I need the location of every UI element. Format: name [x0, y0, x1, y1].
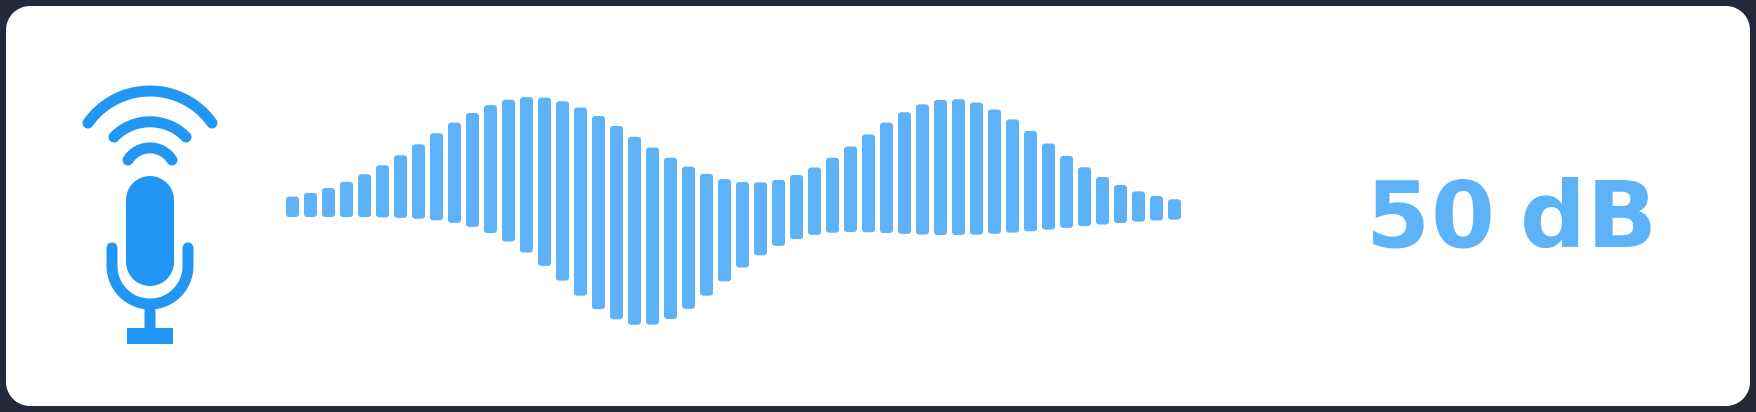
waveform-bar: [1060, 155, 1073, 228]
waveform-bar: [682, 166, 695, 309]
waveform-bar: [880, 122, 893, 233]
waveform-bar: [1096, 177, 1109, 225]
sound-level-value: 50: [1366, 162, 1497, 269]
waveform-bar: [484, 105, 497, 234]
waveform-bar: [340, 181, 353, 218]
waveform-bar: [826, 157, 839, 233]
podcast-microphone-icon: [76, 70, 236, 360]
waveform-bar: [772, 179, 785, 246]
sound-level-unit: dB: [1520, 162, 1659, 269]
waveform-bar: [574, 107, 587, 296]
waveform-bar: [700, 173, 713, 296]
waveform-bar: [1114, 185, 1127, 223]
waveform-bar: [1042, 143, 1055, 230]
mic-capsule: [126, 176, 174, 286]
waveform-bar: [628, 136, 641, 325]
waveform-bar: [808, 167, 821, 235]
waveform-bar: [646, 147, 659, 325]
sound-level-readout: 50 dB: [1366, 156, 1686, 276]
waveform-bar: [1150, 195, 1163, 221]
signal-arc-outer: [82, 85, 218, 129]
waveform-bar: [898, 112, 911, 234]
waveform-bar: [466, 112, 479, 227]
waveform-bar: [916, 104, 929, 235]
waveform-bar: [448, 122, 461, 223]
waveform-bar: [664, 157, 677, 320]
waveform-bar: [394, 155, 407, 218]
waveform-bar: [790, 175, 803, 240]
waveform-bar: [862, 134, 875, 233]
waveform-bar: [502, 99, 515, 242]
waveform-bar: [970, 102, 983, 235]
waveform-bar: [304, 192, 317, 218]
waveform-bar: [430, 133, 443, 221]
waveform-bar: [322, 188, 335, 218]
waveform-bar: [610, 125, 623, 320]
waveform-bar: [376, 165, 389, 218]
waveform-bar: [592, 115, 605, 310]
mic-base: [127, 328, 173, 344]
waveform-bar: [1006, 119, 1019, 233]
waveform-bar: [538, 97, 551, 266]
waveform-bar: [754, 182, 767, 256]
waveform-bar: [286, 196, 299, 218]
waveform-bar: [556, 101, 569, 281]
signal-arc-middle: [108, 116, 192, 143]
waveform-bar: [1132, 191, 1145, 222]
waveform-bar: [1078, 167, 1091, 227]
waveform-bar: [934, 99, 947, 235]
waveform-bar: [952, 99, 965, 236]
waveform-bar: [1024, 131, 1037, 232]
waveform-bar: [736, 181, 749, 268]
waveform-bar: [718, 179, 731, 282]
waveform-bar: [358, 174, 371, 218]
sound-level-card: 50 dB: [6, 6, 1750, 406]
signal-arc-inner: [122, 142, 178, 166]
waveform-bar: [844, 146, 857, 233]
waveform-bar: [1168, 199, 1181, 220]
waveform-bar: [988, 109, 1001, 234]
waveform-bar: [520, 97, 533, 253]
waveform-svg: [286, 97, 1181, 325]
audio-waveform: [286, 46, 1326, 376]
waveform-bar: [412, 144, 425, 219]
